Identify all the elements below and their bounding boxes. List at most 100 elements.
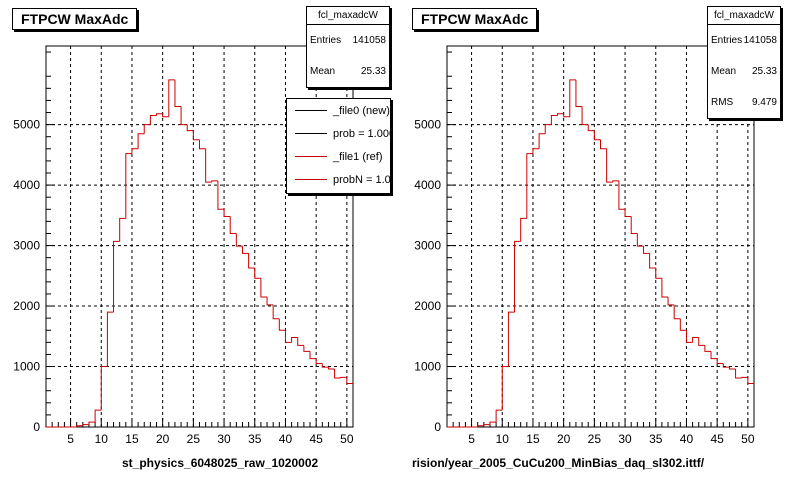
- histogram-bin: [119, 217, 126, 242]
- histogram-bin: [728, 367, 736, 370]
- histogram-bin: [495, 409, 503, 423]
- x-tick-label: 20: [557, 432, 571, 446]
- histogram-bin: [334, 368, 341, 379]
- histogram-bin: [180, 106, 188, 126]
- stats-row-mean: Mean 25.33: [708, 56, 780, 87]
- legend-line: [295, 110, 327, 111]
- histogram-bin: [94, 409, 102, 423]
- histogram-bin: [710, 351, 718, 360]
- legend-label: _file0 (new): [333, 104, 390, 117]
- stats-value: 25.33: [360, 66, 386, 77]
- panel-title-text: FTPCW MaxAdc: [421, 11, 529, 27]
- legend-label: probN = 1.000000: [333, 173, 391, 186]
- histogram-bin: [211, 180, 218, 183]
- x-axis-title-left: st_physics_6048025_raw_1020002: [122, 456, 319, 470]
- stats-label: Entries: [711, 35, 743, 46]
- x-tick-label: 45: [710, 432, 724, 446]
- histogram-bin: [229, 216, 237, 234]
- histogram-bin: [704, 345, 712, 352]
- histogram-bin: [162, 113, 169, 118]
- histogram-bin: [303, 345, 311, 352]
- histogram-bin: [143, 124, 151, 134]
- histogram-bin: [722, 363, 730, 368]
- histogram-bin: [340, 376, 347, 379]
- histogram-bin: [106, 311, 114, 367]
- histogram-bin: [174, 79, 182, 107]
- histogram-bin: [661, 278, 669, 298]
- x-tick-label: 50: [741, 432, 755, 446]
- legend-line: [295, 179, 327, 180]
- histogram-bin: [477, 425, 484, 427]
- histogram-bin: [199, 139, 206, 150]
- histogram-bin: [575, 79, 583, 107]
- histogram-bin: [260, 278, 268, 298]
- histogram-bin: [241, 246, 249, 254]
- y-tick-label: 5000: [13, 118, 40, 132]
- legend-line: [295, 156, 327, 157]
- y-tick-label: 2000: [13, 299, 40, 313]
- histogram-bin: [186, 124, 194, 132]
- histogram-bin: [612, 180, 619, 183]
- stats-row-entries: Entries 141058: [708, 25, 780, 56]
- y-tick-label: 4000: [13, 178, 40, 192]
- histogram-bin: [698, 337, 705, 346]
- stats-row-rms: RMS 9.479: [708, 87, 780, 118]
- histogram-bin: [192, 130, 200, 141]
- histogram-bin: [125, 153, 132, 219]
- x-tick-label: 5: [67, 432, 74, 446]
- histogram-bin: [563, 113, 570, 118]
- legend-label: prob = 1.000000: [333, 127, 390, 140]
- stats-value: 9.479: [751, 97, 777, 108]
- stats-box-right: fcl_maxadcW Entries 141058 Mean 25.33 RM…: [707, 6, 781, 119]
- y-tick-label: 5000: [414, 118, 441, 132]
- histogram-bin: [321, 363, 329, 368]
- histogram-bin: [88, 421, 96, 425]
- panel-title-left: FTPCW MaxAdc: [12, 8, 138, 30]
- histogram-bin: [655, 267, 662, 279]
- histogram-bin: [100, 366, 108, 411]
- histogram-bin: [489, 421, 497, 425]
- x-tick-label: 25: [187, 432, 201, 446]
- histogram-bin: [569, 79, 576, 117]
- y-tick-label: 0: [434, 420, 441, 434]
- legend-item: _file0 (new): [287, 99, 390, 122]
- histogram-bin: [217, 180, 225, 210]
- histogram-bin: [538, 133, 546, 149]
- histogram-bin: [315, 358, 323, 364]
- histogram-bin: [600, 139, 607, 150]
- histogram-bin: [205, 148, 212, 183]
- x-tick-label: 40: [680, 432, 694, 446]
- x-tick-label: 35: [649, 432, 663, 446]
- histogram-bin: [514, 240, 521, 313]
- legend-label: _file1 (ref): [333, 150, 383, 163]
- x-tick-label: 15: [526, 432, 540, 446]
- histogram-bin: [223, 209, 231, 218]
- histogram-bin: [550, 115, 558, 125]
- histogram-bin: [667, 296, 675, 306]
- histogram-bin: [266, 296, 274, 306]
- histogram-bin: [532, 148, 540, 154]
- y-tick-label: 0: [33, 420, 40, 434]
- histogram-bin: [673, 304, 681, 320]
- histogram-bin: [291, 336, 298, 343]
- panel-title-text: FTPCW MaxAdc: [21, 11, 129, 27]
- y-tick-label: 1000: [13, 360, 40, 374]
- histogram-bin: [520, 217, 527, 242]
- legend-box: _file0 (new) prob = 1.000000 _file1 (ref…: [286, 98, 391, 194]
- histogram-bin: [716, 358, 724, 364]
- histogram-bin: [501, 366, 509, 411]
- stats-label: Entries: [310, 35, 342, 46]
- histogram-bin: [642, 246, 650, 254]
- y-tick-label: 3000: [414, 239, 441, 253]
- stats-value: 141058: [743, 35, 777, 46]
- histogram-bin: [284, 330, 292, 343]
- x-tick-label: 10: [496, 432, 510, 446]
- histogram-bin: [131, 148, 139, 154]
- histogram-bin: [587, 124, 595, 132]
- legend-item: _file1 (ref): [287, 145, 390, 168]
- histogram-bin: [82, 424, 89, 426]
- histogram-bin: [649, 253, 656, 269]
- stats-row-entries: Entries 141058: [307, 25, 389, 56]
- x-tick-label: 45: [309, 432, 323, 446]
